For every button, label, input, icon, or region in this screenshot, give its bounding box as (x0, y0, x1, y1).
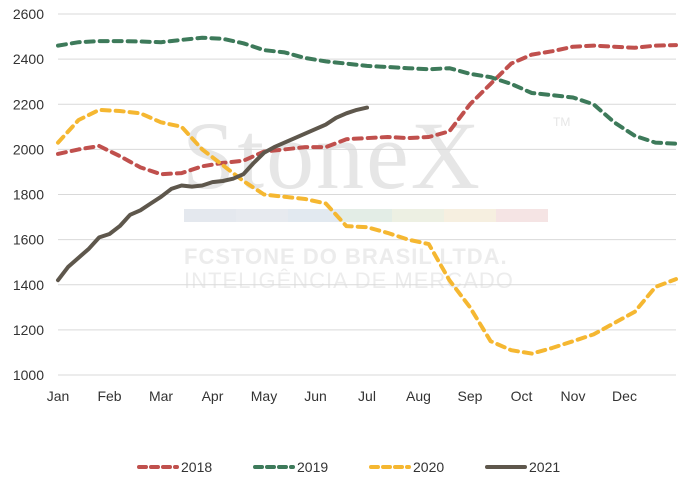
line-chart: StoneX TM FCSTONE DO BRASIL LTDA. INTELI… (13, 6, 678, 404)
legend-swatch-2019 (253, 465, 295, 469)
legend-swatch-2018 (137, 465, 179, 469)
watermark-brand: StoneX (182, 102, 482, 209)
watermark-band-segment (288, 209, 340, 222)
y-tick-label: 1600 (13, 232, 44, 248)
value-box-2021: 2,19 mln (492, 431, 550, 449)
watermark-tm: TM (553, 115, 570, 129)
x-tick-label: Jan (47, 388, 70, 404)
x-tick-label: May (251, 388, 277, 404)
x-tick-label: Sep (458, 388, 483, 404)
y-tick-label: 1800 (13, 187, 44, 203)
watermark-band-segment (340, 209, 392, 222)
x-tick-label: Dec (612, 388, 637, 404)
legend-item-2018: 2018 (137, 458, 212, 476)
y-tick-label: 2000 (13, 141, 44, 157)
watermark-line2: INTELIGÊNCIA DE MERCADO (184, 268, 514, 293)
value-box-2018: 2,06 mln (150, 431, 208, 449)
y-tick-label: 2400 (13, 51, 44, 67)
x-tick-label: Oct (511, 388, 533, 404)
legend-label-2020: 2020 (413, 459, 445, 475)
x-tick-label: Jun (304, 388, 327, 404)
series-line-2020 (56, 107, 678, 356)
y-tick-label: 1400 (13, 277, 44, 293)
stonex-watermark: StoneX TM FCSTONE DO BRASIL LTDA. INTELI… (182, 102, 570, 293)
value-box-2019: 2,37 mln (264, 431, 322, 449)
watermark-band-segment (184, 209, 236, 222)
x-tick-label: Nov (561, 388, 586, 404)
x-tick-label: Feb (97, 388, 121, 404)
y-tick-label: 1200 (13, 322, 44, 338)
watermark-band-segment (444, 209, 496, 222)
legend-label-2018: 2018 (181, 459, 213, 475)
series-line-2018 (56, 43, 678, 177)
legend-swatch-2021 (485, 465, 527, 469)
watermark-line1: FCSTONE DO BRASIL LTDA. (184, 244, 508, 269)
legend-label-2019: 2019 (297, 459, 329, 475)
y-tick-label: 2200 (13, 96, 44, 112)
y-tick-label: 1000 (13, 367, 44, 383)
x-tick-label: Mar (149, 388, 173, 404)
watermark-band-segment (236, 209, 288, 222)
legend-label-2021: 2021 (529, 459, 561, 475)
value-box-2020: 1,65 mln (378, 431, 436, 449)
watermark-band-segment (392, 209, 444, 222)
x-tick-label: Aug (406, 388, 431, 404)
x-tick-label: Jul (358, 388, 376, 404)
legend-item-2021: 2021 (485, 458, 560, 476)
y-tick-label: 2600 (13, 6, 44, 22)
watermark-band-segment (496, 209, 548, 222)
legend-swatch-2020 (369, 465, 411, 469)
x-tick-label: Apr (202, 388, 224, 404)
legend-item-2019: 2019 (253, 458, 328, 476)
series-line-2021 (56, 105, 369, 283)
series-line-2019 (56, 35, 678, 146)
legend-item-2020: 2020 (369, 458, 444, 476)
